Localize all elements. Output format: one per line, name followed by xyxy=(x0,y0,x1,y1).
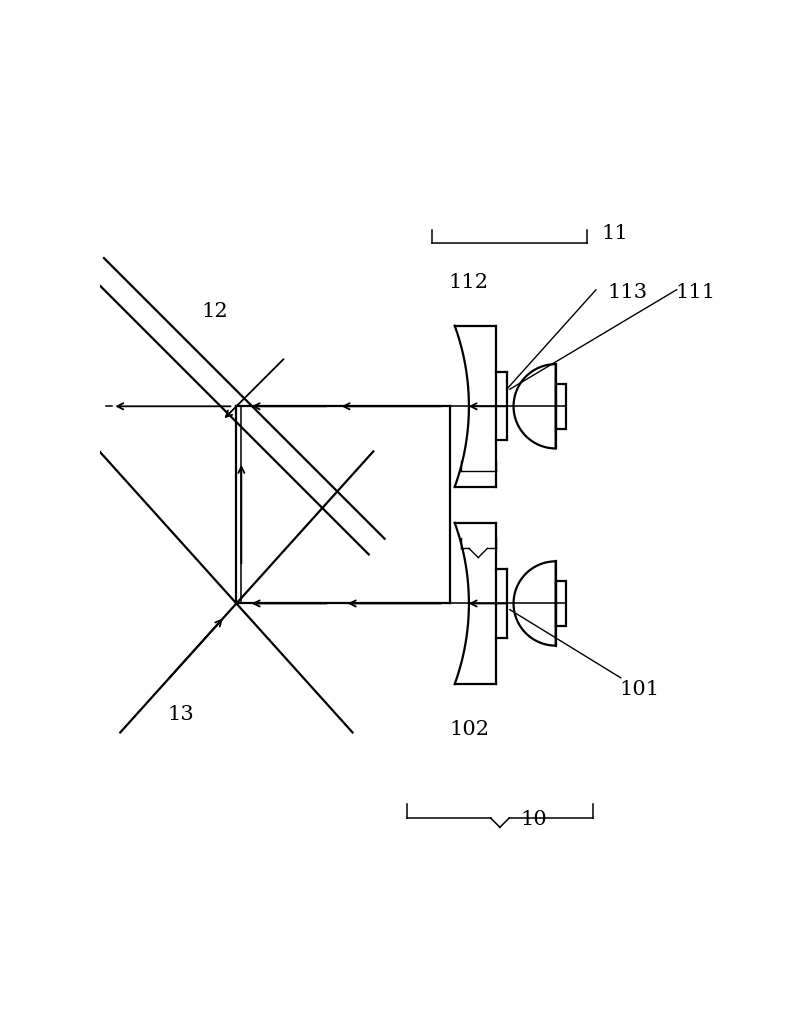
Text: 12: 12 xyxy=(202,302,228,321)
Text: 111: 111 xyxy=(675,284,715,302)
Text: 13: 13 xyxy=(167,705,194,724)
Text: 11: 11 xyxy=(602,224,628,244)
Text: 101: 101 xyxy=(619,681,659,699)
Text: 113: 113 xyxy=(607,284,647,302)
Text: 112: 112 xyxy=(449,272,489,292)
Text: 102: 102 xyxy=(450,721,490,739)
Text: 10: 10 xyxy=(521,810,547,830)
